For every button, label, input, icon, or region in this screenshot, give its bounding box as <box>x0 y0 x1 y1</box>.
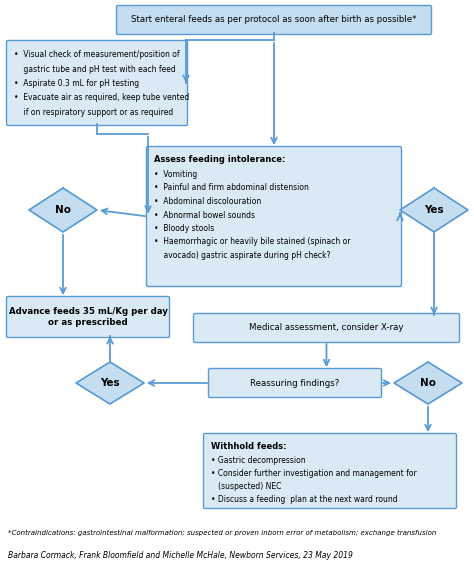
Text: Advance feeds 35 mL/Kg per day
or as prescribed: Advance feeds 35 mL/Kg per day or as pre… <box>9 307 167 327</box>
Text: Start enteral feeds as per protocol as soon after birth as possible*: Start enteral feeds as per protocol as s… <box>131 16 417 24</box>
FancyBboxPatch shape <box>209 369 382 398</box>
Text: • Consider further investigation and management for: • Consider further investigation and man… <box>211 469 417 478</box>
Text: gastric tube and pH test with each feed: gastric tube and pH test with each feed <box>14 65 176 73</box>
Polygon shape <box>400 188 468 232</box>
Text: if on respiratory support or as required: if on respiratory support or as required <box>14 108 173 117</box>
Polygon shape <box>76 362 144 404</box>
Text: •  Vomiting: • Vomiting <box>154 170 197 179</box>
Text: •  Bloody stools: • Bloody stools <box>154 224 214 233</box>
Text: avocado) gastric aspirate during pH check?: avocado) gastric aspirate during pH chec… <box>154 251 330 260</box>
Text: Yes: Yes <box>100 378 120 388</box>
Text: •  Haemorrhagic or heavily bile stained (spinach or: • Haemorrhagic or heavily bile stained (… <box>154 238 350 246</box>
Text: Yes: Yes <box>424 205 444 215</box>
Text: *Contraindications: gastrointestinal malformation; suspected or proven inborn er: *Contraindications: gastrointestinal mal… <box>8 530 437 536</box>
Text: Medical assessment, consider X-ray: Medical assessment, consider X-ray <box>249 324 404 332</box>
Text: • Gastric decompression: • Gastric decompression <box>211 456 306 465</box>
FancyBboxPatch shape <box>203 434 456 509</box>
Text: Withhold feeds:: Withhold feeds: <box>211 442 286 451</box>
Text: •  Visual check of measurement/position of: • Visual check of measurement/position o… <box>14 50 180 59</box>
FancyBboxPatch shape <box>7 40 188 125</box>
FancyBboxPatch shape <box>146 146 401 287</box>
Text: Reassuring findings?: Reassuring findings? <box>250 379 340 387</box>
Polygon shape <box>394 362 462 404</box>
Text: •  Abnormal bowel sounds: • Abnormal bowel sounds <box>154 210 255 220</box>
FancyBboxPatch shape <box>117 6 431 35</box>
Text: • Discuss a feeding  plan at the next ward round: • Discuss a feeding plan at the next war… <box>211 495 398 504</box>
Text: No: No <box>55 205 71 215</box>
Text: Assess feeding intolerance:: Assess feeding intolerance: <box>154 155 285 164</box>
Text: (suspected) NEC: (suspected) NEC <box>211 482 282 491</box>
FancyBboxPatch shape <box>193 313 459 343</box>
FancyBboxPatch shape <box>7 297 170 338</box>
Text: •  Evacuate air as required, keep tube vented: • Evacuate air as required, keep tube ve… <box>14 94 189 102</box>
Text: No: No <box>420 378 436 388</box>
Text: Barbara Cormack, Frank Bloomfield and Michelle McHale, Newborn Services, 23 May : Barbara Cormack, Frank Bloomfield and Mi… <box>8 551 353 560</box>
Polygon shape <box>29 188 97 232</box>
Text: •  Abdominal discolouration: • Abdominal discolouration <box>154 197 261 206</box>
Text: •  Painful and firm abdominal distension: • Painful and firm abdominal distension <box>154 183 309 192</box>
Text: •  Aspirate 0.3 mL for pH testing: • Aspirate 0.3 mL for pH testing <box>14 79 139 88</box>
